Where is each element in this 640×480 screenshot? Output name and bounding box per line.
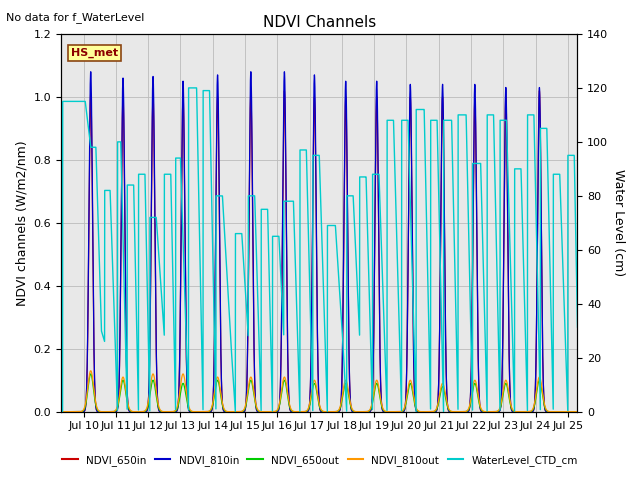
Y-axis label: NDVI channels (W/m2/nm): NDVI channels (W/m2/nm): [15, 140, 28, 306]
Y-axis label: Water Level (cm): Water Level (cm): [612, 169, 625, 276]
Legend: NDVI_650in, NDVI_810in, NDVI_650out, NDVI_810out, WaterLevel_CTD_cm: NDVI_650in, NDVI_810in, NDVI_650out, NDV…: [58, 451, 582, 470]
Text: No data for f_WaterLevel: No data for f_WaterLevel: [6, 12, 145, 23]
Text: HS_met: HS_met: [70, 48, 118, 58]
Title: NDVI Channels: NDVI Channels: [262, 15, 376, 30]
